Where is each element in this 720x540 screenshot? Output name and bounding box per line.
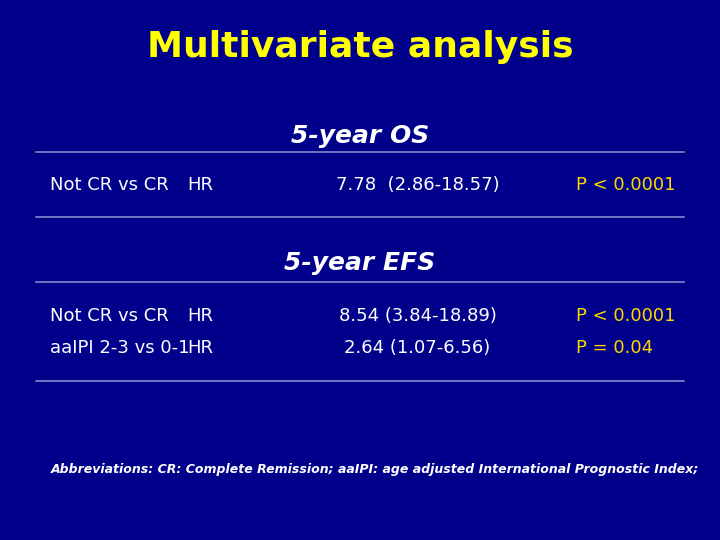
Text: HR: HR bbox=[187, 307, 213, 325]
Text: HR: HR bbox=[187, 339, 213, 357]
Text: Abbreviations: CR: Complete Remission; aaIPI: age adjusted International Prognos: Abbreviations: CR: Complete Remission; a… bbox=[50, 463, 699, 476]
Text: Not CR vs CR: Not CR vs CR bbox=[50, 307, 169, 325]
Text: 8.54 (3.84-18.89): 8.54 (3.84-18.89) bbox=[338, 307, 497, 325]
Text: P = 0.04: P = 0.04 bbox=[576, 339, 653, 357]
Text: 5-year EFS: 5-year EFS bbox=[284, 251, 436, 275]
Text: 7.78  (2.86-18.57): 7.78 (2.86-18.57) bbox=[336, 176, 500, 194]
Text: P < 0.0001: P < 0.0001 bbox=[576, 307, 675, 325]
Text: Not CR vs CR: Not CR vs CR bbox=[50, 176, 169, 194]
Text: aaIPI 2-3 vs 0-1: aaIPI 2-3 vs 0-1 bbox=[50, 339, 190, 357]
Text: HR: HR bbox=[187, 176, 213, 194]
Text: Multivariate analysis: Multivariate analysis bbox=[147, 30, 573, 64]
Text: 2.64 (1.07-6.56): 2.64 (1.07-6.56) bbox=[344, 339, 491, 357]
Text: P < 0.0001: P < 0.0001 bbox=[576, 176, 675, 194]
Text: 5-year OS: 5-year OS bbox=[291, 124, 429, 148]
